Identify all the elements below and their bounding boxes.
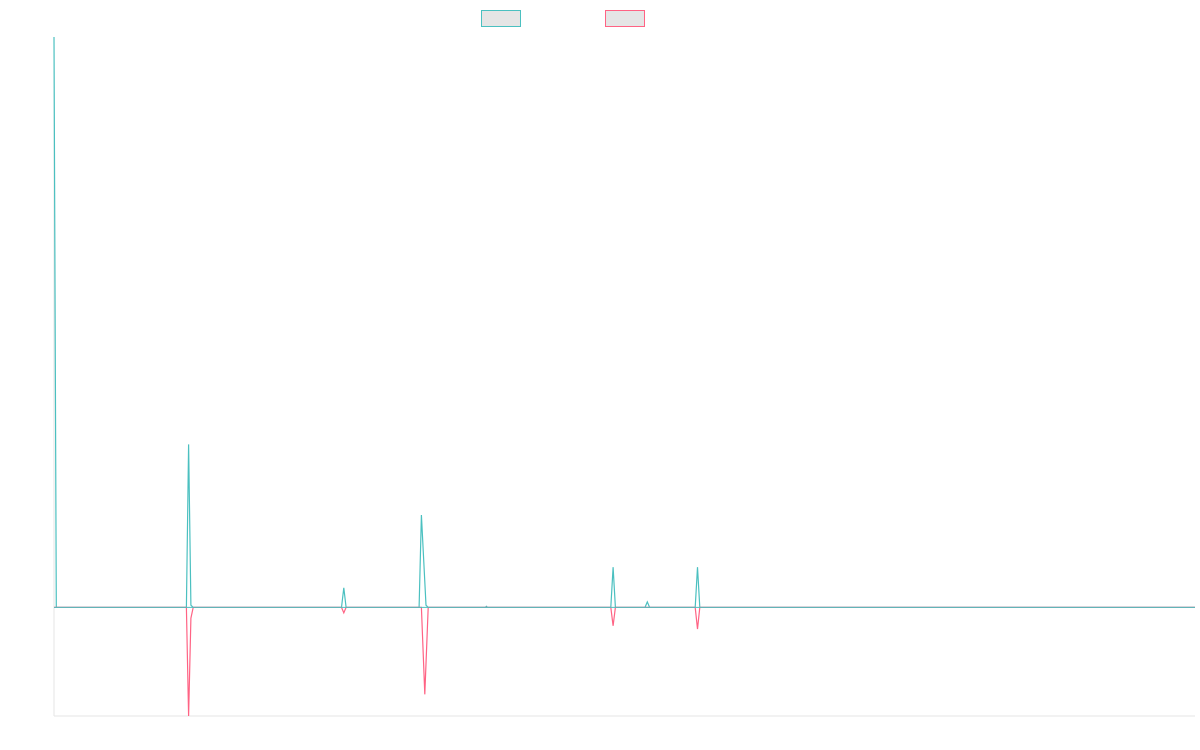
series-line-2 bbox=[54, 606, 1195, 717]
legend-swatch-1[interactable] bbox=[481, 10, 521, 27]
axes bbox=[53, 37, 1195, 717]
legend bbox=[481, 10, 645, 27]
series-line-1 bbox=[53, 36, 1195, 609]
series-layer bbox=[53, 36, 1195, 717]
legend-swatch-2[interactable] bbox=[605, 10, 645, 27]
